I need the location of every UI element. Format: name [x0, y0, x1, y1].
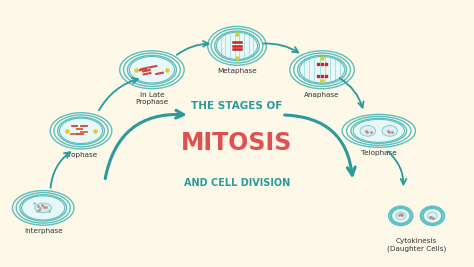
Text: MITOSIS: MITOSIS [182, 131, 292, 155]
Ellipse shape [22, 196, 65, 220]
Text: Telophase: Telophase [361, 151, 397, 156]
Text: In Late
Prophase: In Late Prophase [135, 92, 169, 105]
Text: Prophase: Prophase [64, 152, 98, 158]
Ellipse shape [423, 209, 442, 223]
Ellipse shape [428, 212, 438, 219]
Ellipse shape [300, 57, 345, 83]
Text: Cytokinesis
(Daughter Cells): Cytokinesis (Daughter Cells) [387, 238, 446, 252]
Ellipse shape [353, 119, 404, 142]
Ellipse shape [396, 212, 406, 219]
Ellipse shape [392, 209, 410, 223]
Ellipse shape [35, 203, 52, 213]
Ellipse shape [217, 32, 257, 60]
Text: Metaphase: Metaphase [217, 68, 257, 74]
Ellipse shape [382, 125, 398, 136]
Text: THE STAGES OF: THE STAGES OF [191, 101, 283, 111]
Ellipse shape [360, 125, 375, 136]
Text: AND CELL DIVISION: AND CELL DIVISION [184, 178, 290, 188]
Text: Interphase: Interphase [24, 228, 63, 234]
Ellipse shape [129, 57, 174, 83]
Text: Anaphase: Anaphase [304, 92, 340, 98]
Ellipse shape [60, 118, 102, 144]
